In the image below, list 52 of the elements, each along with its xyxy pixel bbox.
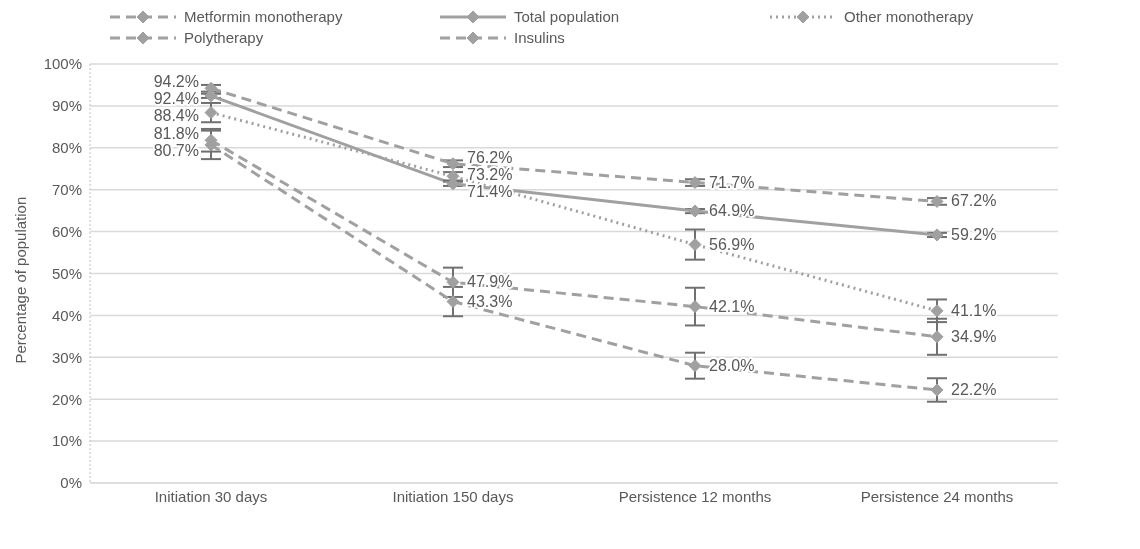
y-tick-label: 10% [51, 432, 82, 450]
data-label: 47.9% [467, 273, 513, 291]
y-tick-label: 80% [51, 139, 82, 157]
legend-label: Polytherapy [184, 29, 264, 46]
data-label: 41.1% [951, 301, 997, 319]
data-label: 80.7% [153, 142, 199, 160]
point [930, 228, 944, 242]
data-label: 92.4% [153, 89, 199, 107]
x-tick-label: Initiation 150 days [392, 487, 514, 505]
data-label: 43.3% [467, 292, 513, 310]
legend-label: Insulins [514, 29, 565, 46]
legend-label: Other monotherapy [844, 8, 974, 25]
point [446, 157, 460, 171]
y-tick-label: 20% [51, 390, 82, 408]
legend-label: Total population [514, 8, 620, 25]
point [446, 295, 460, 309]
y-tick-label: 100% [43, 55, 82, 73]
data-label: 42.1% [709, 297, 755, 315]
point [688, 359, 702, 373]
y-tick-label: 0% [60, 474, 82, 492]
point [688, 238, 702, 252]
data-label: 22.2% [951, 380, 997, 398]
y-tick-label: 40% [51, 306, 82, 324]
data-label: 88.4% [153, 106, 199, 124]
legend-label: Metformin monotherapy [184, 8, 343, 25]
y-tick-label: 30% [51, 348, 82, 366]
data-label: 94.2% [153, 72, 199, 90]
y-tick-label: 70% [51, 181, 82, 199]
data-label: 59.2% [951, 225, 997, 243]
data-label: 34.9% [951, 327, 997, 345]
x-tick-label: Persistence 24 months [860, 487, 1014, 505]
y-axis-title: Percentage of population [12, 196, 30, 364]
data-label: 28.0% [709, 356, 755, 374]
data-label: 67.2% [951, 192, 997, 210]
point [688, 204, 702, 218]
data-label: 81.8% [153, 125, 199, 143]
point [930, 194, 944, 208]
point [930, 304, 944, 318]
point [688, 300, 702, 314]
point [688, 176, 702, 190]
data-label: 76.2% [467, 148, 513, 166]
y-tick-label: 90% [51, 97, 82, 115]
x-tick-label: Initiation 30 days [154, 487, 268, 505]
point [930, 330, 944, 344]
point [446, 275, 460, 289]
y-tick-label: 60% [51, 222, 82, 240]
point [204, 106, 218, 120]
data-label: 56.9% [709, 235, 755, 253]
point [930, 383, 944, 397]
y-tick-label: 50% [51, 264, 82, 282]
x-tick-label: Persistence 12 months [618, 487, 772, 505]
data-label: 73.2% [467, 165, 513, 183]
